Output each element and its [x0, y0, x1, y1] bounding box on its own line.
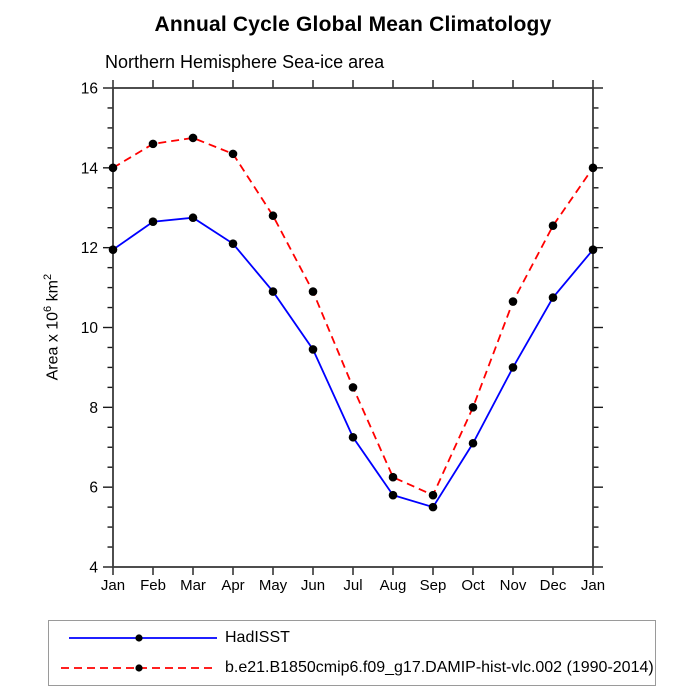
legend-sample-dashed: [61, 664, 217, 672]
x-tick-label: Feb: [140, 577, 166, 594]
series-markers-1: [108, 133, 598, 500]
x-tick-label: Jan: [101, 577, 125, 594]
legend-box: HadISST b.e21.B1850cmip6.f09_g17.DAMIP-h…: [48, 620, 656, 686]
data-point-marker: [348, 432, 358, 442]
legend-sample-solid: [69, 634, 217, 642]
data-point-marker: [388, 472, 398, 482]
data-point-marker: [108, 163, 118, 173]
data-point-marker: [108, 245, 118, 254]
x-tick-label: Jan: [581, 577, 605, 594]
legend-entry-model: b.e21.B1850cmip6.f09_g17.DAMIP-hist-vlc.…: [57, 656, 655, 680]
data-point-marker: [508, 297, 518, 306]
y-tick-label: 14: [81, 160, 99, 177]
legend-marker-icon: [135, 634, 143, 642]
legend-entry-hadisst: HadISST: [57, 626, 655, 650]
data-point-marker: [468, 438, 478, 448]
data-point-marker: [348, 383, 358, 392]
x-tick-label: Nov: [500, 577, 527, 594]
series-line-0: [112, 216, 594, 509]
chart-subtitle: Northern Hemisphere Sea-ice area: [105, 52, 385, 72]
data-point-marker: [548, 293, 558, 302]
chart-svg: 4 6 8 10 12 14 16 Jan Feb Mar Apr May Jun Jul Aug Sep Oc…: [81, 80, 605, 594]
x-tick-label: Mar: [180, 577, 206, 594]
data-point-marker: [588, 163, 598, 173]
x-tick-label: Jun: [301, 577, 325, 594]
legend-label-hadisst: HadISST: [225, 629, 290, 647]
data-point-marker: [228, 149, 238, 159]
data-point-marker: [308, 287, 318, 296]
data-point-marker: [508, 363, 518, 372]
data-point-marker: [468, 403, 478, 412]
x-tick-label: Sep: [420, 577, 447, 594]
legend-label-model: b.e21.B1850cmip6.f09_g17.DAMIP-hist-vlc.…: [225, 658, 654, 676]
data-point-marker: [428, 490, 438, 500]
axis-ticks: [103, 80, 603, 575]
x-tick-label: Aug: [380, 577, 407, 594]
x-tick-labels: Jan Feb Mar Apr May Jun Jul Aug Sep Oct Nov Dec Jan: [101, 577, 605, 594]
y-tick-label: 6: [89, 480, 98, 497]
y-tick-label: 8: [89, 400, 98, 417]
data-point-marker: [548, 221, 558, 231]
x-tick-label: Dec: [540, 577, 567, 594]
y-tick-label: 16: [81, 81, 98, 98]
y-tick-label: 4: [89, 560, 98, 577]
legend-marker-icon: [135, 664, 143, 672]
data-point-marker: [428, 502, 438, 512]
data-point-marker: [148, 217, 158, 227]
plot-border: [112, 87, 594, 568]
data-point-marker: [388, 490, 398, 500]
data-point-marker: [188, 133, 198, 143]
y-tick-labels: 4 6 8 10 12 14 16: [81, 81, 99, 577]
y-tick-label: 10: [81, 320, 99, 337]
data-point-marker: [188, 213, 198, 223]
data-point-marker: [148, 139, 158, 149]
data-point-marker: [268, 211, 278, 221]
chart-title: Annual Cycle Global Mean Climatology: [154, 13, 552, 36]
data-point-marker: [588, 245, 598, 254]
x-tick-label: Apr: [221, 577, 244, 594]
data-point-marker: [308, 345, 318, 354]
x-tick-label: Oct: [461, 577, 485, 594]
y-tick-label: 12: [81, 240, 98, 257]
series-markers-0: [108, 213, 598, 512]
data-point-marker: [228, 239, 238, 248]
data-point-marker: [268, 287, 278, 296]
x-tick-label: May: [259, 577, 288, 594]
x-tick-label: Jul: [343, 577, 362, 594]
